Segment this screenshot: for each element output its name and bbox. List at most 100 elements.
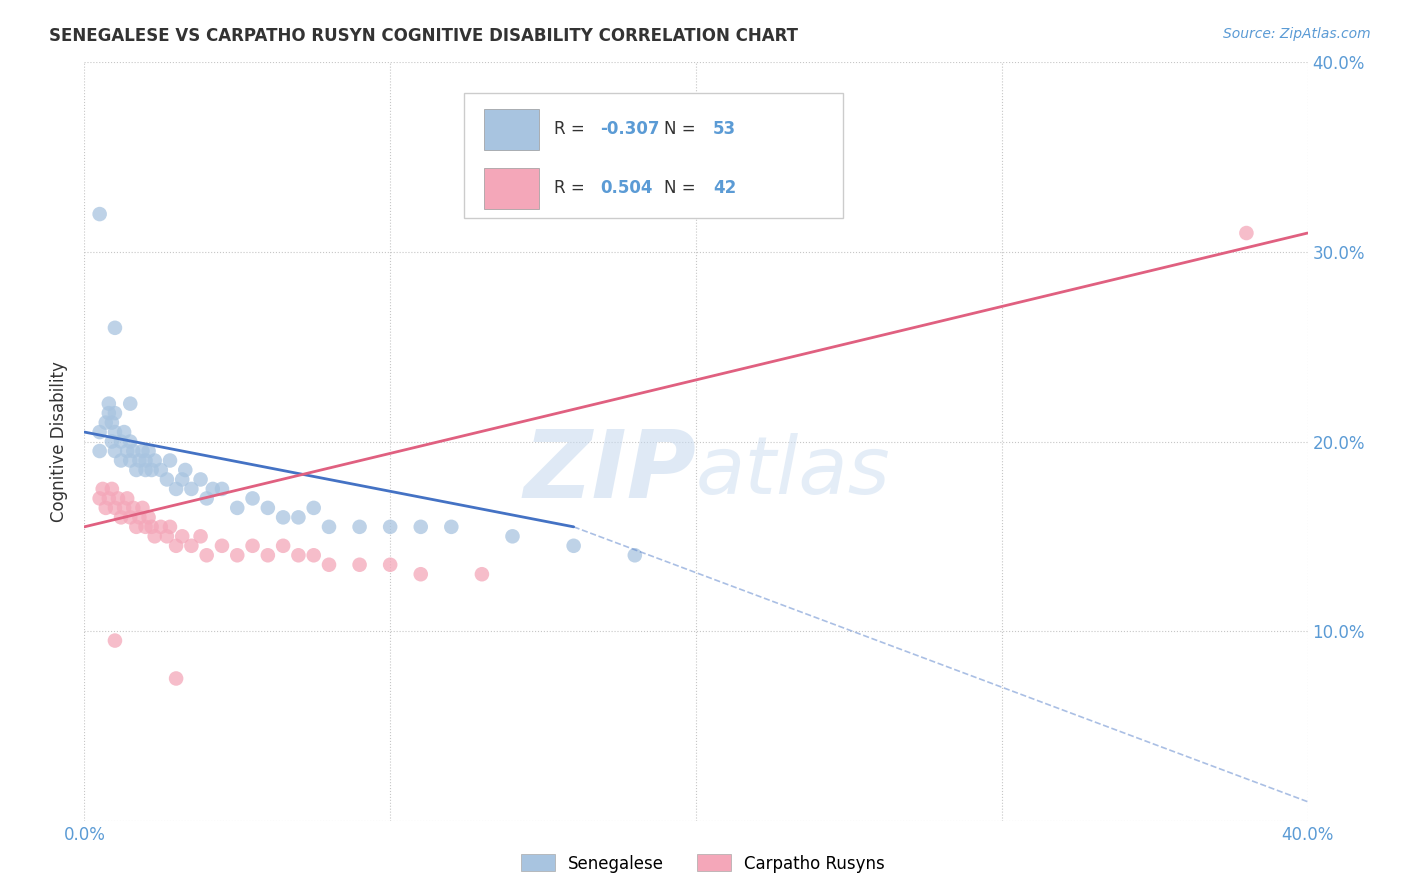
Point [1236, 226, 1258, 240]
Point [257, 548, 280, 563]
Point [380, 558, 402, 572]
Text: SENEGALESE VS CARPATHO RUSYN COGNITIVE DISABILITY CORRELATION CHART: SENEGALESE VS CARPATHO RUSYN COGNITIVE D… [49, 27, 799, 45]
Point [138, 510, 160, 524]
Point [104, 633, 127, 648]
Legend: Senegalese, Carpatho Rusyns: Senegalese, Carpatho Rusyns [515, 847, 891, 880]
Text: -0.307: -0.307 [600, 120, 659, 138]
Point [287, 548, 309, 563]
Point [104, 500, 127, 515]
Point [97, 406, 120, 420]
Point [101, 416, 124, 430]
Point [190, 473, 212, 487]
Point [104, 320, 127, 334]
Point [89, 207, 111, 221]
Point [172, 473, 194, 487]
Point [180, 482, 202, 496]
Point [165, 482, 187, 496]
Point [271, 510, 294, 524]
Point [122, 500, 145, 515]
Point [271, 539, 294, 553]
Point [562, 539, 585, 553]
Point [107, 491, 129, 506]
Point [131, 444, 153, 458]
Point [302, 500, 325, 515]
Point [135, 520, 157, 534]
Point [128, 453, 150, 467]
Point [112, 500, 135, 515]
Point [159, 453, 181, 467]
Point [91, 482, 114, 496]
Point [502, 529, 524, 543]
Text: 0.504: 0.504 [600, 179, 652, 197]
Point [380, 520, 402, 534]
Point [97, 396, 120, 410]
Point [190, 529, 212, 543]
Point [143, 453, 166, 467]
Point [471, 567, 494, 582]
Point [242, 539, 264, 553]
Point [159, 520, 181, 534]
Point [226, 548, 249, 563]
Point [349, 558, 371, 572]
Point [112, 425, 135, 439]
Point [110, 510, 132, 524]
Point [156, 473, 179, 487]
Point [242, 491, 264, 506]
Point [409, 520, 432, 534]
Point [257, 500, 280, 515]
Point [287, 510, 309, 524]
Point [226, 500, 249, 515]
Text: R =: R = [554, 120, 591, 138]
Point [201, 482, 224, 496]
Point [97, 491, 120, 506]
Point [211, 482, 233, 496]
Point [101, 482, 124, 496]
Point [120, 453, 142, 467]
Point [110, 434, 132, 449]
Text: R =: R = [554, 179, 591, 197]
Point [143, 529, 166, 543]
Point [94, 416, 117, 430]
Point [172, 529, 194, 543]
Point [180, 539, 202, 553]
Text: ZIP: ZIP [523, 425, 696, 518]
Point [138, 444, 160, 458]
Point [141, 463, 163, 477]
Point [89, 444, 111, 458]
Point [125, 463, 148, 477]
Point [409, 567, 432, 582]
Point [120, 510, 142, 524]
Point [110, 453, 132, 467]
Point [89, 491, 111, 506]
Point [104, 425, 127, 439]
Point [94, 500, 117, 515]
Point [302, 548, 325, 563]
Point [141, 520, 163, 534]
FancyBboxPatch shape [484, 109, 540, 150]
Text: N =: N = [664, 179, 702, 197]
Point [165, 539, 187, 553]
Point [318, 520, 340, 534]
Point [104, 444, 127, 458]
Point [156, 529, 179, 543]
Point [165, 672, 187, 686]
FancyBboxPatch shape [464, 93, 842, 218]
Text: atlas: atlas [696, 433, 891, 511]
Point [440, 520, 463, 534]
Point [135, 463, 157, 477]
Point [349, 520, 371, 534]
Text: 42: 42 [713, 179, 737, 197]
Point [128, 510, 150, 524]
FancyBboxPatch shape [484, 168, 540, 209]
Point [195, 548, 218, 563]
Point [101, 434, 124, 449]
Point [115, 444, 138, 458]
Point [115, 491, 138, 506]
Y-axis label: Cognitive Disability: Cognitive Disability [51, 361, 69, 522]
Point [318, 558, 340, 572]
Text: Source: ZipAtlas.com: Source: ZipAtlas.com [1223, 27, 1371, 41]
Text: 53: 53 [713, 120, 737, 138]
Point [149, 463, 172, 477]
Point [135, 453, 157, 467]
Point [624, 548, 647, 563]
